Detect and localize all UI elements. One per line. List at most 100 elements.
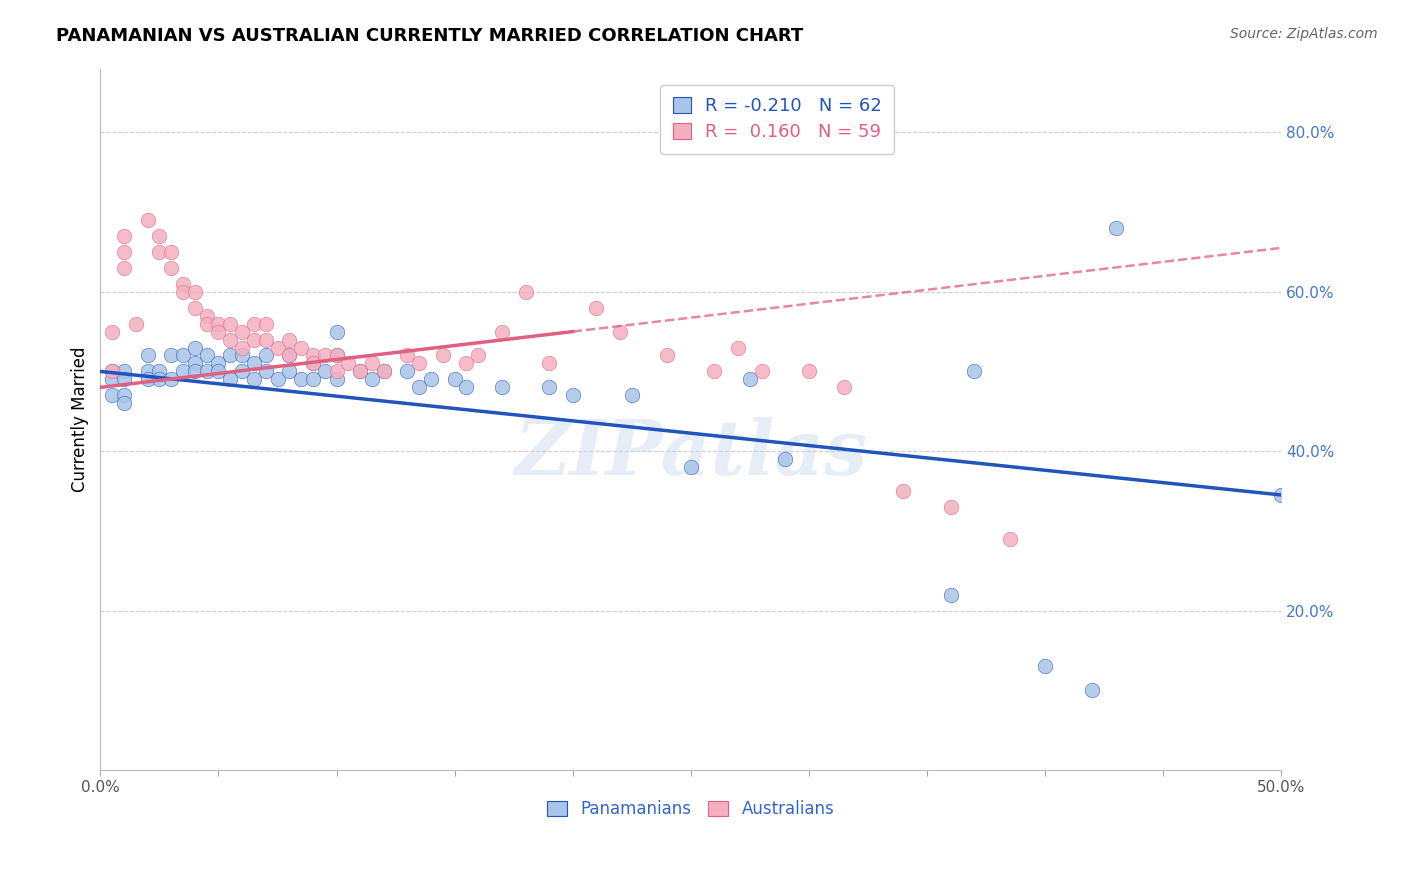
Point bbox=[278, 333, 301, 347]
Point bbox=[325, 364, 347, 378]
Point bbox=[538, 380, 561, 394]
Point bbox=[349, 364, 371, 378]
Point bbox=[136, 213, 159, 227]
Point bbox=[136, 349, 159, 363]
Point bbox=[408, 380, 430, 394]
Text: PANAMANIAN VS AUSTRALIAN CURRENTLY MARRIED CORRELATION CHART: PANAMANIAN VS AUSTRALIAN CURRENTLY MARRI… bbox=[56, 27, 803, 45]
Point bbox=[278, 349, 301, 363]
Point bbox=[136, 372, 159, 386]
Point bbox=[243, 333, 266, 347]
Point bbox=[266, 341, 288, 355]
Point bbox=[1270, 488, 1292, 502]
Point bbox=[491, 325, 513, 339]
Point bbox=[195, 309, 218, 323]
Text: ZIPatlas: ZIPatlas bbox=[515, 417, 868, 491]
Point bbox=[112, 396, 135, 410]
Point bbox=[160, 260, 183, 275]
Point bbox=[184, 285, 207, 299]
Point bbox=[456, 356, 478, 370]
Point bbox=[337, 356, 360, 370]
Point bbox=[939, 500, 962, 514]
Point bbox=[254, 364, 277, 378]
Point bbox=[491, 380, 513, 394]
Point bbox=[195, 317, 218, 331]
Point bbox=[325, 372, 347, 386]
Point bbox=[148, 372, 170, 386]
Point bbox=[254, 349, 277, 363]
Point bbox=[254, 333, 277, 347]
Point bbox=[302, 372, 325, 386]
Point bbox=[231, 325, 253, 339]
Point bbox=[408, 356, 430, 370]
Point bbox=[620, 388, 643, 402]
Point bbox=[160, 244, 183, 259]
Point bbox=[112, 364, 135, 378]
Point bbox=[302, 356, 325, 370]
Point bbox=[172, 277, 194, 291]
Point bbox=[148, 244, 170, 259]
Point bbox=[302, 356, 325, 370]
Point bbox=[314, 364, 336, 378]
Point bbox=[443, 372, 465, 386]
Point bbox=[195, 364, 218, 378]
Point bbox=[314, 349, 336, 363]
Point bbox=[703, 364, 725, 378]
Point bbox=[231, 341, 253, 355]
Point bbox=[302, 349, 325, 363]
Point bbox=[172, 364, 194, 378]
Point bbox=[538, 356, 561, 370]
Point bbox=[243, 317, 266, 331]
Point bbox=[219, 349, 242, 363]
Point bbox=[207, 364, 229, 378]
Text: Source: ZipAtlas.com: Source: ZipAtlas.com bbox=[1230, 27, 1378, 41]
Point bbox=[184, 301, 207, 315]
Point bbox=[112, 260, 135, 275]
Point bbox=[396, 364, 419, 378]
Point bbox=[112, 228, 135, 243]
Point bbox=[243, 372, 266, 386]
Point bbox=[278, 349, 301, 363]
Point bbox=[325, 349, 347, 363]
Point bbox=[231, 349, 253, 363]
Point bbox=[963, 364, 986, 378]
Point bbox=[797, 364, 820, 378]
Point bbox=[361, 356, 384, 370]
Point bbox=[290, 372, 312, 386]
Point bbox=[148, 364, 170, 378]
Point bbox=[136, 364, 159, 378]
Point bbox=[727, 341, 749, 355]
Point bbox=[219, 333, 242, 347]
Point bbox=[207, 317, 229, 331]
Point bbox=[125, 317, 148, 331]
Point bbox=[112, 244, 135, 259]
Point bbox=[160, 349, 183, 363]
Point bbox=[1081, 683, 1104, 698]
Point bbox=[349, 364, 371, 378]
Point bbox=[266, 372, 288, 386]
Point bbox=[373, 364, 395, 378]
Point bbox=[751, 364, 773, 378]
Point bbox=[1105, 221, 1128, 235]
Point bbox=[243, 356, 266, 370]
Point bbox=[467, 349, 489, 363]
Point bbox=[420, 372, 443, 386]
Point bbox=[515, 285, 537, 299]
Point bbox=[184, 356, 207, 370]
Point bbox=[101, 372, 124, 386]
Point bbox=[278, 364, 301, 378]
Point bbox=[219, 372, 242, 386]
Point bbox=[112, 372, 135, 386]
Point bbox=[775, 452, 797, 467]
Point bbox=[231, 364, 253, 378]
Point bbox=[207, 356, 229, 370]
Point bbox=[585, 301, 607, 315]
Point bbox=[184, 341, 207, 355]
Point bbox=[112, 388, 135, 402]
Point bbox=[657, 349, 679, 363]
Point bbox=[679, 460, 702, 475]
Point bbox=[290, 341, 312, 355]
Point bbox=[325, 325, 347, 339]
Point bbox=[456, 380, 478, 394]
Point bbox=[219, 317, 242, 331]
Point bbox=[373, 364, 395, 378]
